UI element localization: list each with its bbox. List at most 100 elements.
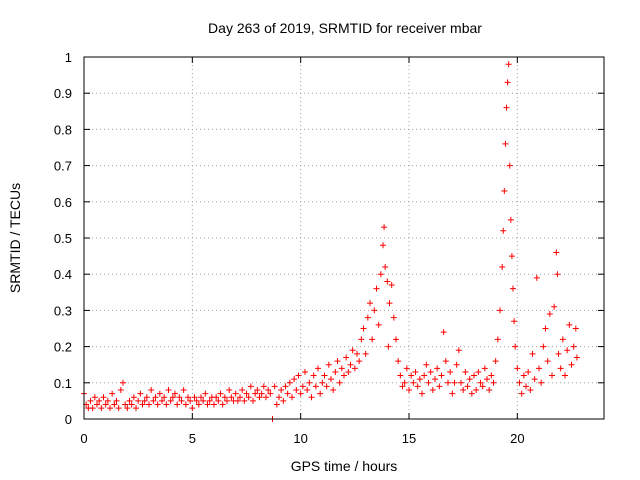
data-point [336,379,343,386]
data-point [380,242,386,249]
data-point [152,394,159,401]
grid [84,57,604,419]
data-point [412,368,419,375]
data-point [291,376,298,383]
y-tick-label: 0.3 [54,303,72,318]
data-point [156,390,163,397]
y-tick-label: 0.7 [54,159,72,174]
data-point [527,387,534,394]
data-point [228,394,235,401]
data-point [429,387,436,394]
data-point [427,368,434,375]
data-point [499,263,506,270]
y-tick-label: 1 [65,50,72,65]
data-point [191,394,198,401]
data-point [367,300,373,307]
data-point [312,383,319,390]
data-point [451,379,458,386]
data-point [414,383,421,390]
data-point [373,285,380,292]
data-point [260,383,267,390]
y-tick-label: 0.9 [54,86,72,101]
data-point [189,405,196,412]
data-point [278,387,285,394]
data-point [338,365,345,372]
data-point [98,405,105,412]
data-point [488,372,495,379]
data-point [555,350,562,357]
data-point [554,271,561,278]
data-point [178,397,185,404]
data-point [455,347,462,354]
data-point [479,383,486,390]
y-tick-label: 0.1 [54,376,72,391]
data-point [492,358,499,365]
data-point [91,394,98,401]
data-point [566,321,573,328]
data-point [559,336,566,343]
data-point [343,354,350,361]
data-point [295,372,302,379]
data-point [315,365,321,372]
data-point [241,397,248,404]
data-point [122,401,129,408]
data-point [165,387,172,394]
data-point [282,383,289,390]
data-point [265,387,272,394]
data-point [557,365,564,372]
data-point [109,390,116,397]
data-point [271,383,278,390]
data-point [325,361,332,368]
data-point [273,401,280,408]
data-point [319,379,326,386]
data-point [351,365,358,372]
data-point [536,365,542,372]
data-point [247,383,254,390]
data-point [143,394,150,401]
data-point [330,387,337,394]
data-point [243,390,250,397]
data-point [172,390,178,397]
data-point [94,401,100,408]
data-point [399,383,406,390]
data-point [523,383,529,390]
data-point [406,387,412,394]
data-point [306,379,313,386]
data-point [408,372,415,379]
data-point [364,314,371,321]
data-point [385,343,392,350]
data-point [252,390,259,397]
data-point [334,358,341,365]
y-tick-label: 0.5 [54,231,72,246]
data-point [341,372,347,379]
data-point [87,397,94,404]
data-point [133,405,139,412]
y-tick-label: 0.4 [54,267,72,282]
data-point [323,383,330,390]
data-point [232,390,239,397]
data-point [254,387,261,394]
data-point [193,397,200,404]
data-point [551,303,558,310]
chart-title: Day 263 of 2019, SRMTID for receiver mba… [208,20,482,36]
data-point [289,394,295,401]
data-point [503,104,510,111]
data-point [187,397,194,404]
data-point [100,394,107,401]
data-point [514,365,521,372]
data-point [113,397,120,404]
data-point [384,278,391,285]
data-point [510,285,516,292]
data-point [511,318,518,325]
data-point [436,383,443,390]
data-point [120,379,126,386]
y-axis-title: SRMTID / TECUs [7,183,23,293]
tick-labels: 0 5 10 15 20 0 0.1 0.2 0.3 0.4 0.5 0.6 0.7 0.8 0.9 1 [54,50,525,446]
data-point [390,314,397,321]
data-point [440,329,447,336]
data-point [518,390,525,397]
data-points [81,61,580,422]
data-point [481,365,488,372]
data-point [310,372,317,379]
data-point [466,376,473,383]
